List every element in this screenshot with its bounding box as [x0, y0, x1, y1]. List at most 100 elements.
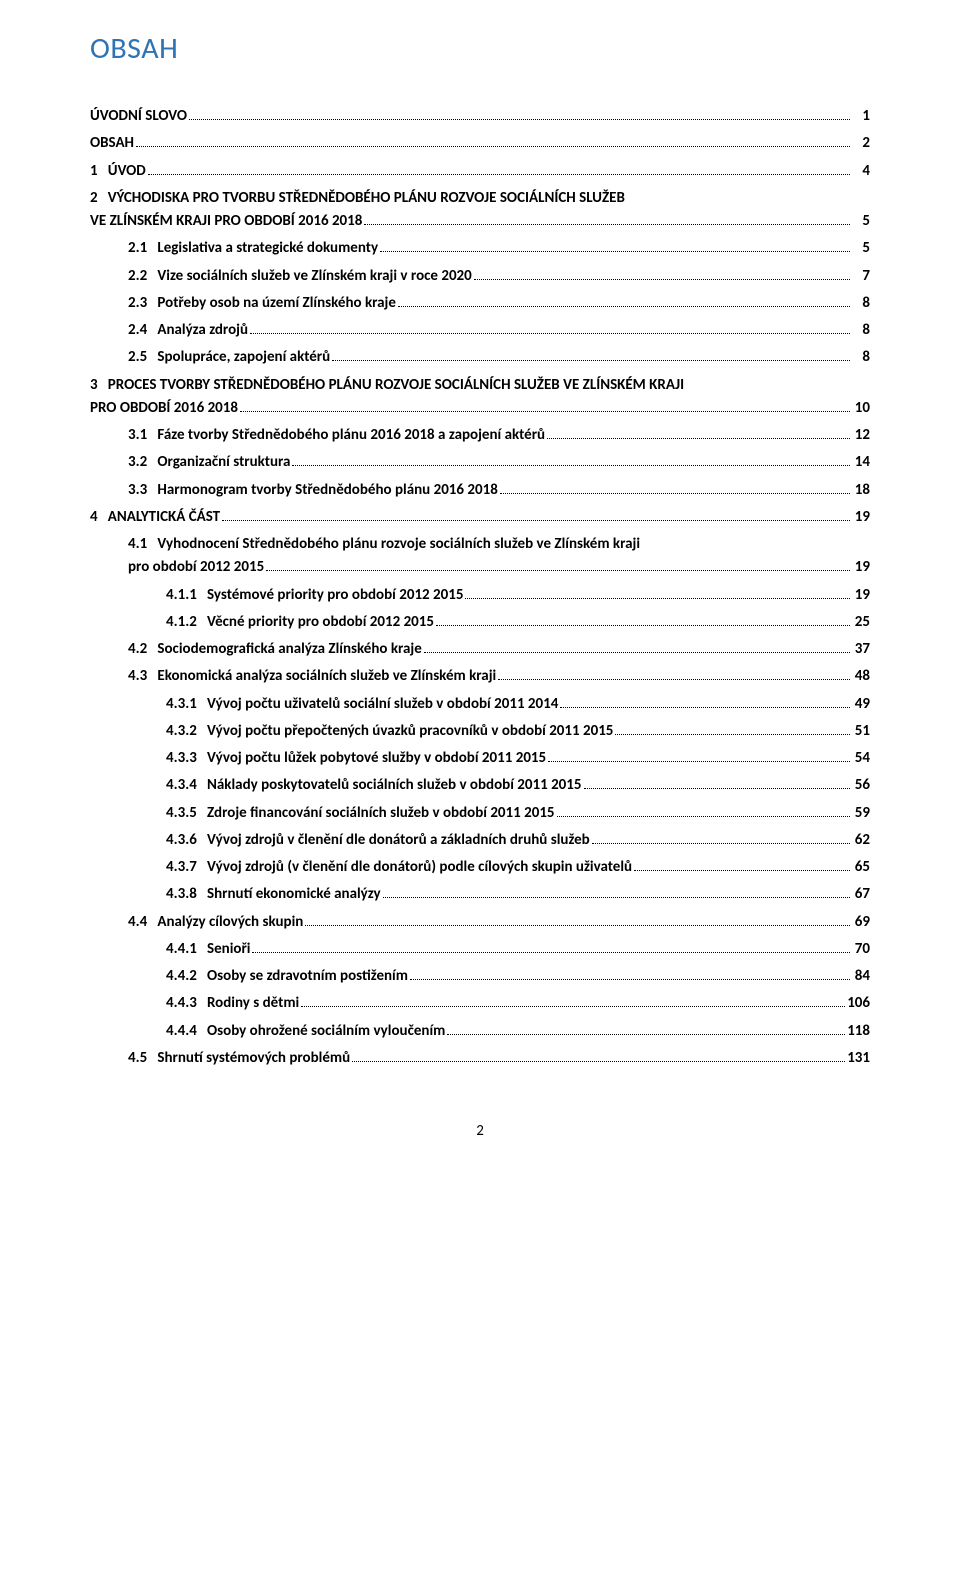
toc-entry[interactable]: 2.3 Potřeby osob na území Zlínského kraj… [90, 292, 870, 315]
toc-entry-label: Věcné priority pro období 2012 2015 [207, 611, 434, 634]
toc-entry-label: Náklady poskytovatelů sociálních služeb … [207, 774, 582, 797]
toc-leader-dots [189, 107, 850, 121]
toc-entry-label: Vývoj počtu přepočtených úvazků pracovní… [207, 720, 613, 743]
toc-entry-number: 4.1.2 [166, 611, 207, 634]
toc-entry-label: Osoby ohrožené sociálním vyloučením [207, 1020, 445, 1043]
toc-entry-page: 5 [852, 210, 870, 233]
toc-entry[interactable]: 4.3 Ekonomická analýza sociálních služeb… [90, 665, 870, 688]
toc-entry-label: Spolupráce, zapojení aktérů [157, 346, 330, 369]
toc-entry-page: 67 [852, 883, 870, 906]
toc-entry-page: 56 [852, 774, 870, 797]
toc-entry-label: Shrnutí ekonomické analýzy [207, 883, 381, 906]
toc-entry-number: 4.3.8 [166, 883, 207, 906]
toc-entry-page: 106 [847, 992, 870, 1015]
toc-entry-page: 59 [852, 802, 870, 825]
toc-entry[interactable]: 4.3.3 Vývoj počtu lůžek pobytové služby … [90, 747, 870, 770]
toc-entry[interactable]: 4.3.1 Vývoj počtu uživatelů sociální slu… [90, 693, 870, 716]
toc-entry-number: 4.3 [128, 665, 157, 688]
toc-entry-label: VÝCHODISKA PRO TVORBU STŘEDNĚDOBÉHO PLÁN… [108, 187, 625, 210]
toc-leader-dots [547, 426, 850, 440]
toc-entry[interactable]: 4.3.5 Zdroje financování sociálních služ… [90, 802, 870, 825]
toc-entry[interactable]: 3.2 Organizační struktura14 [90, 451, 870, 474]
toc-entry-number: 4.5 [128, 1047, 157, 1070]
toc-entry[interactable]: 4.5 Shrnutí systémových problémů131 [90, 1047, 870, 1070]
toc-entry[interactable]: 2.1 Legislativa a strategické dokumenty5 [90, 237, 870, 260]
toc-entry[interactable]: 4.3.2 Vývoj počtu přepočtených úvazků pr… [90, 720, 870, 743]
toc-entry[interactable]: 3 PROCES TVORBY STŘEDNĚDOBÉHO PLÁNU ROZV… [90, 374, 870, 421]
toc-entry[interactable]: 4.1.2 Věcné priority pro období 2012 201… [90, 611, 870, 634]
toc-entry[interactable]: ÚVODNÍ SLOVO1 [90, 105, 870, 128]
toc-entry-page: 37 [852, 638, 870, 661]
toc-entry-page: 19 [852, 506, 870, 529]
toc-entry-number: 1 [90, 160, 108, 183]
toc-entry[interactable]: 4.3.6 Vývoj zdrojů v členění dle donátor… [90, 829, 870, 852]
toc-entry-label: Analýza zdrojů [157, 319, 248, 342]
toc-entry-number: 2.2 [128, 265, 157, 288]
toc-entry[interactable]: 4.4.1 Senioři70 [90, 938, 870, 961]
toc-entry-label: Analýzy cílových skupin [157, 911, 303, 934]
toc-leader-dots [332, 348, 850, 362]
toc-entry-page: 84 [852, 965, 870, 988]
toc-entry[interactable]: 4 ANALYTICKÁ ČÁST19 [90, 506, 870, 529]
toc-entry-label: Potřeby osob na území Zlínského kraje [157, 292, 396, 315]
toc-entry-page: 69 [852, 911, 870, 934]
toc-leader-dots [557, 803, 850, 817]
toc-entry-number: 4.1.1 [166, 584, 207, 607]
toc-entry[interactable]: 4.4.4 Osoby ohrožené sociálním vyloučení… [90, 1020, 870, 1043]
toc-leader-dots [398, 293, 850, 307]
toc-entry[interactable]: 2 VÝCHODISKA PRO TVORBU STŘEDNĚDOBÉHO PL… [90, 187, 870, 234]
toc-entry-page: 19 [852, 584, 870, 607]
toc-entry[interactable]: 4.4 Analýzy cílových skupin 69 [90, 911, 870, 934]
toc-entry-number: 4.4 [128, 911, 157, 934]
toc-entry[interactable]: 4.1.1 Systémové priority pro období 2012… [90, 584, 870, 607]
toc-entry[interactable]: 3.1 Fáze tvorby Střednědobého plánu 2016… [90, 424, 870, 447]
toc-entry-page: 70 [852, 938, 870, 961]
toc-leader-dots [250, 321, 850, 335]
toc-entry-number: 4.3.6 [166, 829, 207, 852]
toc-entry[interactable]: 4.4.2 Osoby se zdravotním postižením 84 [90, 965, 870, 988]
toc-entry-page: 19 [852, 556, 870, 579]
toc-entry-label: Harmonogram tvorby Střednědobého plánu 2… [157, 479, 497, 502]
toc-leader-dots [410, 967, 850, 981]
toc-entry-number: 4.4.1 [166, 938, 207, 961]
toc-entry-page: 62 [852, 829, 870, 852]
toc-leader-dots [500, 480, 850, 494]
toc-entry[interactable]: 4.1 Vyhodnocení Střednědobého plánu rozv… [90, 533, 870, 580]
toc-entry[interactable]: 2.4 Analýza zdrojů8 [90, 319, 870, 342]
page-number-footer: 2 [90, 1122, 870, 1140]
toc-entry-page: 14 [852, 451, 870, 474]
toc-entry-label: Organizační struktura [157, 451, 290, 474]
toc-entry[interactable]: 4.3.4 Náklady poskytovatelů sociálních s… [90, 774, 870, 797]
toc-entry-number: 4.4.4 [166, 1020, 207, 1043]
toc-entry[interactable]: 4.4.3 Rodiny s dětmi106 [90, 992, 870, 1015]
toc-entry-number: 4.4.2 [166, 965, 207, 988]
toc-entry-number: 4.1 [128, 533, 157, 556]
toc-entry[interactable]: OBSAH2 [90, 132, 870, 155]
toc-leader-dots [252, 939, 850, 953]
toc-entry[interactable]: 4.2 Sociodemografická analýza Zlínského … [90, 638, 870, 661]
toc-entry[interactable]: 4.3.7 Vývoj zdrojů (v členění dle donáto… [90, 856, 870, 879]
toc-entry[interactable]: 2.2 Vize sociálních služeb ve Zlínském k… [90, 265, 870, 288]
toc-entry-page: 4 [852, 160, 870, 183]
toc-leader-dots [364, 212, 850, 226]
toc-entry[interactable]: 1 ÚVOD4 [90, 160, 870, 183]
toc-leader-dots [380, 239, 850, 253]
toc-entry[interactable]: 2.5 Spolupráce, zapojení aktérů8 [90, 346, 870, 369]
toc-entry-number: 4.3.2 [166, 720, 207, 743]
toc-entry-number: 2 [90, 187, 108, 210]
toc-entry-number: 2.3 [128, 292, 157, 315]
toc-entry-number: 4.3.1 [166, 693, 207, 716]
toc-entry-label: Sociodemografická analýza Zlínského kraj… [157, 638, 421, 661]
toc-entry-label: Osoby se zdravotním postižením [207, 965, 408, 988]
toc-entry-page: 12 [852, 424, 870, 447]
toc-entry[interactable]: 4.3.8 Shrnutí ekonomické analýzy 67 [90, 883, 870, 906]
toc-leader-dots [136, 134, 850, 148]
toc-entry[interactable]: 3.3 Harmonogram tvorby Střednědobého plá… [90, 479, 870, 502]
toc-entry-label-cont: PRO OBDOBÍ 2016 2018 [90, 397, 238, 420]
toc-entry-page: 8 [852, 319, 870, 342]
toc-entry-page: 49 [852, 693, 870, 716]
toc-entry-number: 4 [90, 506, 108, 529]
toc-leader-dots [352, 1048, 845, 1062]
toc-entry-page: 25 [852, 611, 870, 634]
toc-entry-number: 4.3.4 [166, 774, 207, 797]
